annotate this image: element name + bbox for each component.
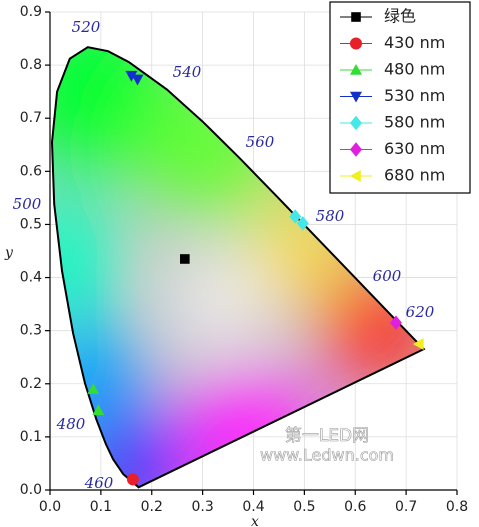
x-tick-label: 0.8 (446, 499, 468, 515)
data-point (131, 74, 144, 86)
y-tick-label: 0.4 (20, 270, 42, 286)
legend-label: 430 nm (384, 33, 445, 52)
y-tick-label: 0.8 (20, 57, 42, 73)
legend-label: 580 nm (384, 113, 445, 132)
data-point (126, 473, 139, 486)
data-point (92, 404, 105, 416)
legend-marker (350, 64, 362, 75)
legend-marker (350, 91, 362, 103)
legend-label: 530 nm (384, 86, 445, 105)
wavelength-label: 560 (246, 133, 275, 151)
data-point (180, 254, 190, 264)
legend-marker (350, 37, 362, 50)
legend-marker (351, 12, 361, 22)
data-point (87, 383, 100, 394)
data-point (296, 216, 309, 231)
wavelength-label: 620 (406, 303, 435, 321)
data-point (289, 209, 302, 224)
wavelength-label: 520 (72, 18, 101, 36)
x-tick-label: 0.4 (242, 499, 264, 515)
y-tick-label: 0.9 (20, 4, 42, 20)
data-point (125, 70, 138, 82)
wavelength-label: 600 (373, 267, 402, 285)
wavelength-label: 580 (316, 207, 345, 225)
legend-marker (350, 170, 361, 182)
x-axis-label: x (251, 514, 259, 527)
plot: 0.0 0.1 0.2 0.3 0.4 0.5 0.6 0.7 0.8 0.0 0.1 0.2 0.3 0… (13, 4, 468, 515)
y-tick-label: 0.5 (20, 216, 42, 232)
y-tick-label: 0.6 (20, 163, 42, 179)
x-tick-label: 0.1 (90, 499, 112, 515)
x-tick-label: 0.5 (293, 499, 315, 515)
x-tick-label: 0.2 (141, 499, 163, 515)
watermark: www.Ledwn.com (260, 446, 394, 465)
watermark: 第一LED网 (285, 426, 369, 446)
x-tick-label: 0.6 (344, 499, 366, 515)
x-tick-label: 0.7 (395, 499, 417, 515)
data-point (412, 337, 424, 350)
legend-label: 480 nm (384, 60, 445, 79)
wavelength-label: 460 (84, 474, 114, 492)
wavelength-label: 480 (56, 415, 86, 433)
y-tick-label: 0.0 (20, 482, 42, 498)
y-tick-label: 0.2 (20, 376, 42, 392)
legend-label: 630 nm (384, 139, 445, 158)
data-point (389, 315, 402, 330)
wavelength-label: 540 (173, 63, 202, 81)
wavelength-label: 500 (13, 195, 42, 213)
legend-marker (350, 115, 362, 131)
y-tick-label: 0.7 (20, 110, 42, 126)
y-tick-label: 0.3 (20, 323, 42, 339)
legend-label: 绿色 (384, 7, 416, 26)
x-tick-label: 0.0 (39, 499, 61, 515)
x-tick-label: 0.3 (191, 499, 213, 515)
legend-marker (350, 142, 362, 157)
legend-label: 680 nm (384, 166, 445, 185)
y-axis-label: y (4, 245, 14, 261)
y-tick-label: 0.1 (20, 429, 42, 445)
